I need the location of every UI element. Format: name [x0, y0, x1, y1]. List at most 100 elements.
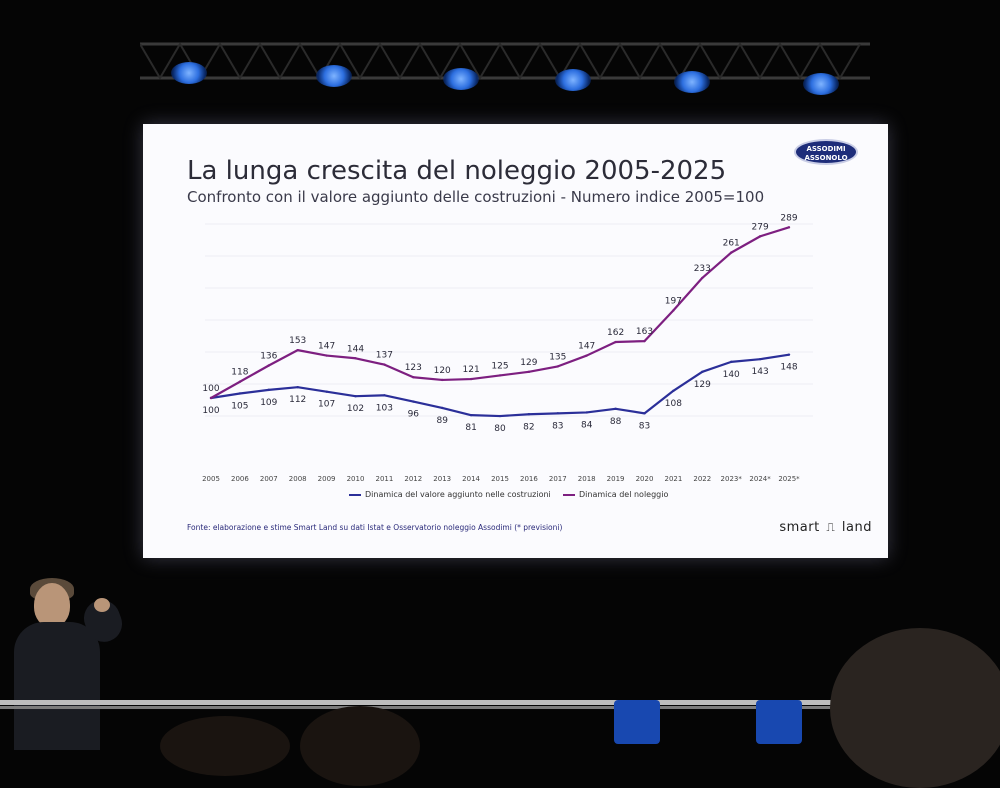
data-label-costruzioni: 82 [523, 422, 534, 432]
x-tick-label: 2019 [607, 475, 625, 483]
data-label-costruzioni: 83 [552, 421, 563, 431]
stage-light [674, 71, 710, 93]
data-label-costruzioni: 143 [752, 367, 769, 377]
data-label-noleggio: 100 [202, 384, 219, 394]
data-label-noleggio: 147 [318, 342, 335, 352]
data-label-costruzioni: 112 [289, 395, 306, 405]
data-label-costruzioni: 107 [318, 400, 335, 410]
data-point-noleggio [209, 396, 213, 400]
data-point-costruzioni [296, 385, 299, 389]
data-point-noleggio [469, 377, 473, 381]
data-point-costruzioni [730, 360, 733, 364]
data-label-noleggio: 147 [578, 342, 595, 352]
legend-swatch-noleggio [563, 493, 575, 496]
data-label-noleggio: 289 [780, 213, 797, 223]
projection-screen: La lunga crescita del noleggio 2005-2025… [143, 124, 888, 558]
x-tick-label: 2018 [578, 475, 596, 483]
slide-subtitle: Confronto con il valore aggiunto delle c… [187, 188, 765, 206]
data-point-noleggio [730, 251, 733, 254]
x-tick-label: 2012 [404, 475, 422, 483]
data-label-costruzioni: 83 [639, 421, 650, 431]
x-tick-label: 2022 [693, 475, 711, 483]
data-label-noleggio: 153 [289, 336, 306, 346]
truss-frame [139, 42, 870, 80]
data-point-costruzioni [556, 412, 559, 415]
data-label-noleggio: 125 [491, 361, 508, 371]
speaker-head [34, 583, 70, 627]
data-point-noleggio [441, 378, 444, 382]
data-point-noleggio [267, 364, 270, 367]
data-point-noleggio [383, 363, 386, 366]
audience-head [830, 628, 1000, 788]
data-point-costruzioni [758, 357, 762, 361]
data-label-costruzioni: 100 [202, 406, 219, 416]
data-point-costruzioni [412, 400, 415, 403]
speaker [14, 622, 100, 750]
data-point-noleggio [672, 309, 675, 312]
x-tick-label: 2011 [375, 475, 393, 483]
x-tick-label: 2021 [664, 475, 682, 483]
x-tick-label: 2025* [778, 475, 800, 483]
data-point-costruzioni [701, 370, 704, 374]
data-label-costruzioni: 148 [780, 363, 797, 373]
brand-right: land [841, 520, 872, 535]
x-tick-label: 2020 [636, 475, 654, 483]
data-point-noleggio [701, 276, 704, 280]
brand-mark: ⎍ [826, 520, 836, 534]
data-point-costruzioni [469, 413, 473, 417]
legend-label-noleggio: Dinamica del noleggio [579, 490, 669, 499]
x-tick-label: 2024* [749, 475, 771, 483]
x-tick-label: 2016 [520, 475, 538, 483]
logo-line-2: ASSONOLO [804, 154, 848, 162]
data-point-noleggio [758, 235, 762, 238]
audience-head [300, 706, 420, 786]
data-point-costruzioni [498, 414, 502, 418]
x-tick-label: 2010 [347, 475, 365, 483]
data-label-costruzioni: 140 [723, 370, 740, 380]
x-tick-label: 2009 [318, 475, 336, 483]
data-label-costruzioni: 105 [231, 401, 248, 411]
data-point-costruzioni [441, 406, 444, 410]
data-label-costruzioni: 96 [408, 410, 420, 420]
data-label-costruzioni: 102 [347, 404, 364, 414]
data-label-costruzioni: 108 [665, 399, 682, 409]
data-point-costruzioni [325, 390, 328, 393]
data-label-costruzioni: 80 [494, 424, 506, 434]
data-point-costruzioni [585, 411, 588, 414]
x-tick-label: 2008 [289, 475, 307, 483]
data-point-costruzioni [354, 394, 357, 398]
legend-item-noleggio: Dinamica del noleggio [563, 490, 668, 499]
brand-left: smart [779, 520, 820, 535]
stage-rail-shadow [0, 706, 1000, 709]
data-label-costruzioni: 89 [436, 416, 448, 426]
data-point-costruzioni [672, 389, 675, 392]
data-point-noleggio [585, 354, 588, 357]
data-point-noleggio [498, 374, 502, 377]
data-point-costruzioni [643, 412, 646, 415]
data-label-costruzioni: 88 [610, 417, 622, 427]
x-tick-label: 2006 [231, 475, 249, 483]
legend-swatch-costruzioni [349, 493, 361, 496]
stage-rail [0, 700, 1000, 705]
x-tick-label: 2005 [202, 475, 220, 483]
data-label-noleggio: 123 [405, 363, 422, 373]
data-point-noleggio [325, 354, 328, 357]
data-point-noleggio [787, 226, 791, 229]
data-point-costruzioni [527, 413, 531, 416]
data-label-noleggio: 118 [231, 368, 248, 378]
logo-line-1: ASSODIMI [806, 145, 846, 153]
data-label-noleggio: 137 [376, 351, 393, 361]
data-label-costruzioni: 81 [465, 423, 476, 433]
x-tick-label: 2013 [433, 475, 451, 483]
data-point-costruzioni [238, 392, 242, 395]
stage-light [443, 68, 479, 90]
blue-chair [614, 700, 660, 744]
data-point-noleggio [412, 376, 415, 379]
data-point-noleggio [556, 365, 559, 368]
x-tick-label: 2014 [462, 475, 480, 483]
assodimi-logo: ASSODIMI ASSONOLO [794, 139, 858, 165]
data-point-costruzioni [267, 388, 270, 392]
smartland-brand: smart ⎍ land [779, 520, 872, 535]
x-tick-label: 2023* [721, 475, 743, 483]
data-label-noleggio: 261 [723, 239, 740, 249]
